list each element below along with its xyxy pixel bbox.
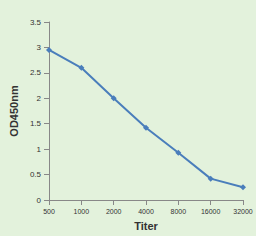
svg-text:0.5: 0.5 [30, 170, 42, 179]
svg-text:1000: 1000 [74, 208, 90, 215]
svg-text:2000: 2000 [106, 208, 122, 215]
svg-text:OD450nm: OD450nm [8, 85, 20, 137]
svg-text:32000: 32000 [233, 208, 253, 215]
svg-text:3.5: 3.5 [30, 18, 42, 27]
svg-text:3: 3 [37, 43, 42, 52]
svg-text:1.5: 1.5 [30, 119, 42, 128]
svg-text:500: 500 [43, 208, 55, 215]
svg-text:4000: 4000 [138, 208, 154, 215]
svg-text:16000: 16000 [201, 208, 221, 215]
svg-text:0: 0 [37, 196, 42, 205]
svg-text:8000: 8000 [171, 208, 187, 215]
svg-text:1: 1 [37, 145, 42, 154]
svg-text:2: 2 [37, 94, 42, 103]
svg-text:Titer: Titer [134, 220, 158, 232]
svg-text:2.5: 2.5 [30, 68, 42, 77]
